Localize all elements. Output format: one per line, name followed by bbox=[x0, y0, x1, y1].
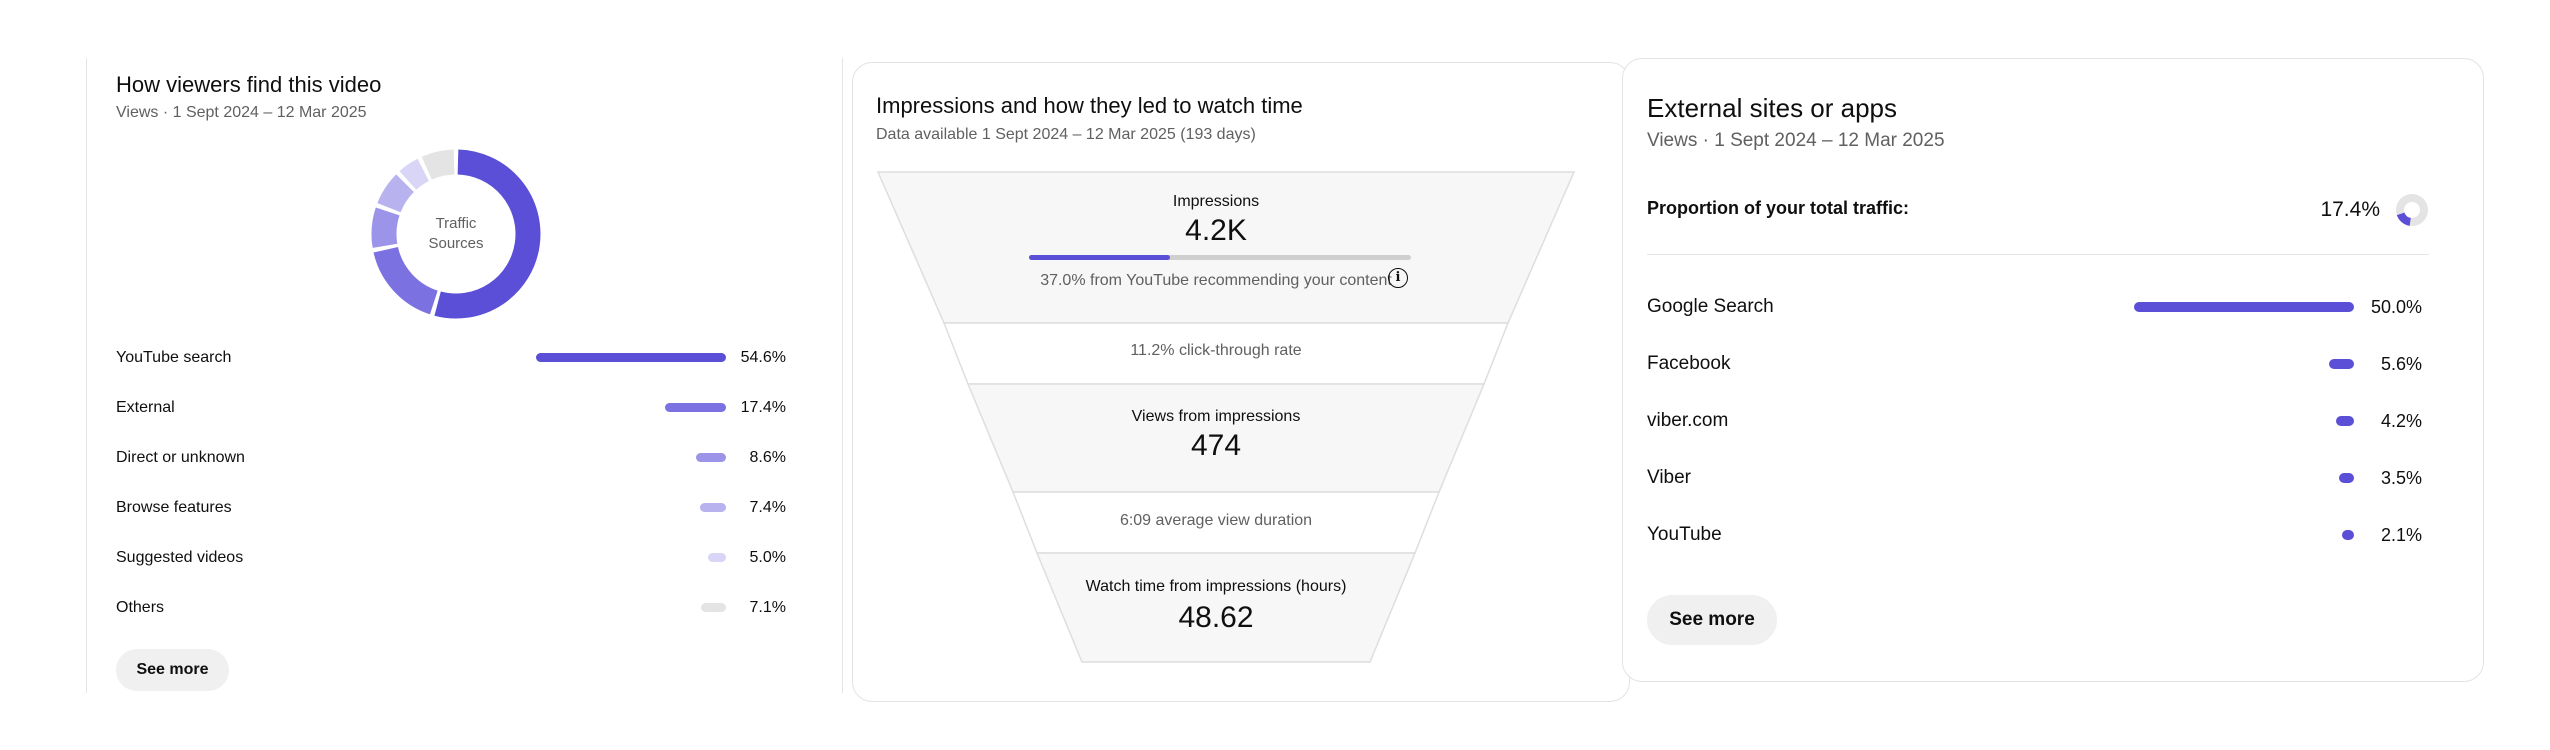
views-from-impressions-label: Views from impressions bbox=[1131, 408, 1301, 425]
external-site-label: viber.com bbox=[1647, 410, 1729, 431]
traffic-sources-title: How viewers find this video bbox=[116, 72, 382, 97]
external-site-row[interactable]: Google Search 50.0% bbox=[1647, 292, 2422, 322]
external-site-value: 3.5% bbox=[2380, 468, 2422, 488]
donut-label-line1: Traffic bbox=[435, 215, 477, 232]
external-site-value: 2.1% bbox=[2380, 525, 2422, 545]
traffic-source-label: Others bbox=[116, 599, 165, 616]
traffic-source-label: Browse features bbox=[116, 499, 232, 516]
impressions-note: 37.0% from YouTube recommending your con… bbox=[1040, 272, 1392, 289]
external-sites-see-more-button[interactable]: See more bbox=[1647, 595, 1777, 645]
external-site-label: Google Search bbox=[1647, 296, 1774, 317]
traffic-source-bar bbox=[696, 453, 726, 462]
traffic-source-bar bbox=[708, 553, 726, 562]
panel-divider-mid bbox=[842, 58, 843, 693]
total-traffic-proportion-value: 17.4% bbox=[2320, 198, 2380, 221]
mini-donut-fill bbox=[2396, 212, 2412, 226]
donut-segment[interactable] bbox=[421, 149, 455, 180]
funnel-subtitle: Data available 1 Sept 2024 – 12 Mar 2025… bbox=[876, 126, 1256, 143]
traffic-source-value: 7.4% bbox=[749, 499, 786, 516]
traffic-source-value: 5.0% bbox=[749, 549, 786, 566]
impressions-label: Impressions bbox=[1172, 193, 1260, 210]
external-site-value: 50.0% bbox=[2370, 297, 2422, 317]
traffic-source-bar bbox=[536, 353, 726, 362]
external-site-label: YouTube bbox=[1647, 524, 1722, 545]
donut-segment[interactable] bbox=[434, 149, 541, 319]
external-site-bar bbox=[2335, 416, 2354, 426]
traffic-source-value: 17.4% bbox=[740, 399, 786, 416]
traffic-source-label: External bbox=[116, 399, 175, 416]
watch-time-label: Watch time from impressions (hours) bbox=[1085, 578, 1347, 595]
external-site-bar bbox=[2329, 359, 2354, 369]
impressions-value: 4.2K bbox=[1185, 214, 1247, 247]
impressions-recommend-bar bbox=[1029, 255, 1411, 260]
external-site-label: Facebook bbox=[1647, 353, 1731, 374]
impressions-recommend-bar-fill bbox=[1029, 255, 1171, 260]
external-sites-subtitle: Views · 1 Sept 2024 – 12 Mar 2025 bbox=[1647, 130, 1945, 151]
donut-label-line2: Sources bbox=[428, 235, 484, 252]
avg-view-duration-text: 6:09 average view duration bbox=[1119, 512, 1313, 529]
panel-divider-left bbox=[86, 58, 87, 693]
traffic-source-value: 54.6% bbox=[740, 349, 786, 366]
total-traffic-proportion-label: Proportion of your total traffic: bbox=[1647, 198, 1909, 218]
traffic-source-row[interactable]: YouTube search 54.6% bbox=[116, 343, 786, 373]
traffic-source-row[interactable]: Direct or unknown 8.6% bbox=[116, 443, 786, 473]
external-divider bbox=[1647, 254, 2429, 255]
proportion-mini-donut bbox=[2396, 194, 2428, 226]
traffic-source-bar bbox=[700, 503, 726, 512]
funnel-title: Impressions and how they led to watch ti… bbox=[876, 93, 1303, 118]
external-site-bar bbox=[2338, 473, 2354, 483]
donut-segment[interactable] bbox=[377, 174, 415, 213]
funnel-stage-watch-time bbox=[1035, 552, 1417, 663]
traffic-source-row[interactable]: Browse features 7.4% bbox=[116, 493, 786, 523]
traffic-sources-subtitle: Views · 1 Sept 2024 – 12 Mar 2025 bbox=[116, 104, 367, 121]
external-site-row[interactable]: YouTube 2.1% bbox=[1647, 520, 2422, 550]
traffic-source-label: YouTube search bbox=[116, 349, 232, 366]
traffic-source-bar bbox=[665, 403, 726, 412]
external-sites-card bbox=[1622, 58, 2484, 682]
traffic-source-label: Suggested videos bbox=[116, 549, 244, 566]
mini-donut-track bbox=[2396, 194, 2428, 226]
external-site-row[interactable]: viber.com 4.2% bbox=[1647, 406, 2422, 436]
external-site-bar bbox=[2342, 530, 2354, 540]
traffic-source-row[interactable]: External 17.4% bbox=[116, 393, 786, 423]
external-sites-title: External sites or apps bbox=[1647, 93, 1898, 123]
ctr-text: 11.2% click-through rate bbox=[1130, 342, 1302, 359]
external-site-label: Viber bbox=[1647, 467, 1692, 488]
traffic-source-value: 8.6% bbox=[749, 449, 786, 466]
info-icon[interactable]: i bbox=[1388, 268, 1408, 288]
traffic-sources-see-more-button[interactable]: See more bbox=[116, 649, 229, 691]
donut-center-label: Traffic Sources bbox=[370, 214, 542, 254]
traffic-source-row[interactable]: Suggested videos 5.0% bbox=[116, 543, 786, 573]
external-site-row[interactable]: Viber 3.5% bbox=[1647, 463, 2422, 493]
views-from-impressions-value: 474 bbox=[1190, 429, 1242, 462]
traffic-source-value: 7.1% bbox=[749, 599, 786, 616]
traffic-source-label: Direct or unknown bbox=[116, 449, 245, 466]
traffic-source-row[interactable]: Others 7.1% bbox=[116, 593, 786, 623]
donut-segment[interactable] bbox=[399, 158, 430, 190]
donut-segment[interactable] bbox=[371, 207, 400, 248]
watch-time-value: 48.62 bbox=[1178, 601, 1254, 634]
traffic-sources-donut[interactable]: Traffic Sources bbox=[370, 148, 542, 320]
external-site-value: 5.6% bbox=[2380, 354, 2422, 374]
external-site-value: 4.2% bbox=[2380, 411, 2422, 431]
external-site-bar bbox=[2134, 302, 2354, 312]
donut-segment[interactable] bbox=[373, 246, 439, 315]
external-site-row[interactable]: Facebook 5.6% bbox=[1647, 349, 2422, 379]
traffic-source-bar bbox=[701, 603, 726, 612]
